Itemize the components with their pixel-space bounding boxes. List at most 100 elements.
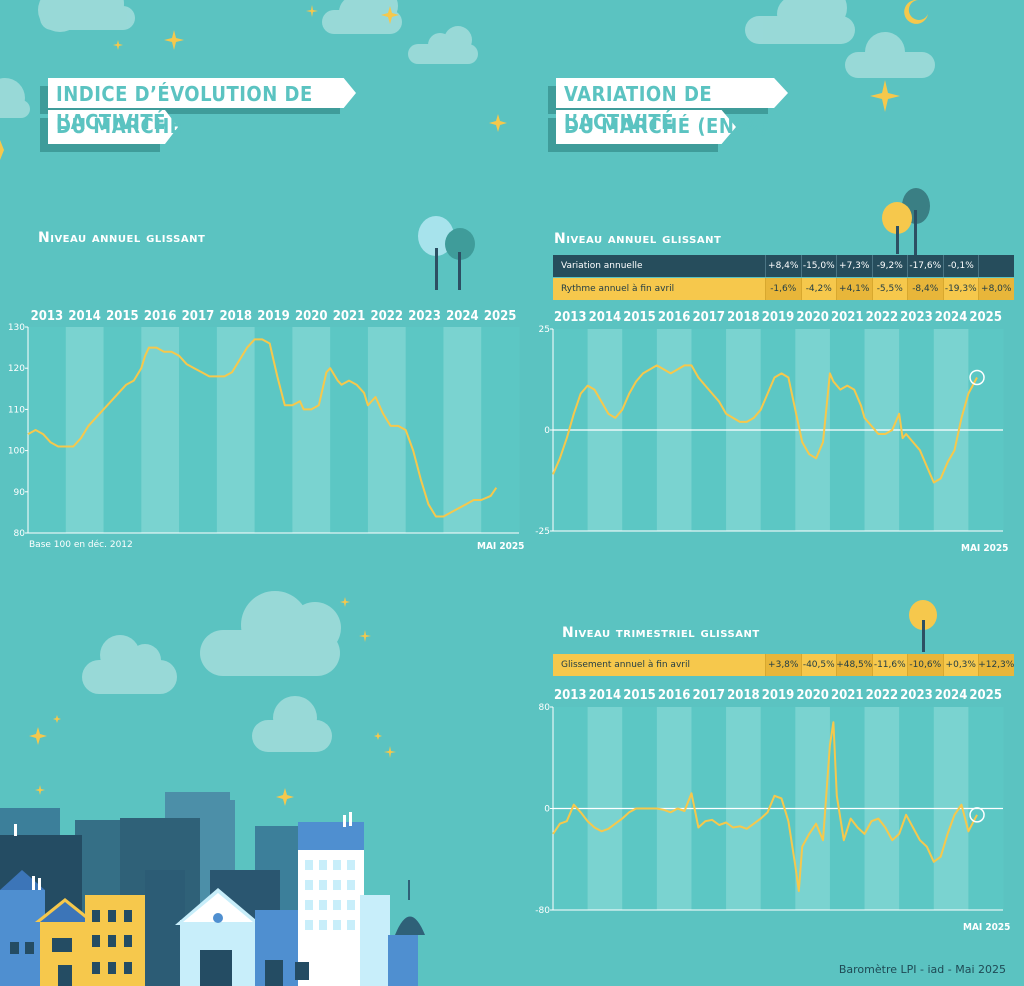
cloud-icon bbox=[845, 32, 935, 78]
trees-decoration bbox=[418, 188, 937, 652]
chart1-subtitle: Niveau annuel glissant bbox=[38, 230, 206, 246]
year-band bbox=[216, 327, 256, 533]
table-cell: -40,5% bbox=[800, 654, 836, 676]
star-icon bbox=[276, 788, 294, 806]
tree-icon bbox=[445, 228, 475, 290]
star-icon bbox=[306, 5, 318, 17]
year-label: 2020 bbox=[796, 310, 829, 325]
y-tick-label: 25 bbox=[539, 325, 550, 335]
cloud-icon bbox=[38, 0, 135, 32]
year-label: 2021 bbox=[831, 688, 864, 703]
tree-icon bbox=[882, 202, 912, 254]
year-label: 2014 bbox=[589, 310, 622, 325]
year-label: 2015 bbox=[623, 688, 656, 703]
year-label: 2017 bbox=[182, 309, 215, 324]
y-tick-label: -25 bbox=[535, 527, 550, 537]
table-cell: +8,4% bbox=[765, 255, 801, 277]
tree-icon bbox=[418, 216, 454, 290]
y-tick-label: 120 bbox=[8, 364, 25, 374]
table-cell: +12,3% bbox=[978, 654, 1014, 676]
table-cell: +48,5% bbox=[836, 654, 872, 676]
year-label: 2019 bbox=[257, 309, 290, 324]
year-label: 2022 bbox=[866, 688, 899, 703]
table-cell: -15,0% bbox=[800, 255, 836, 277]
chart-1: 2013 2014 2015 2016 2017 2018 2019 2020 2021 2022… bbox=[8, 309, 520, 539]
cloud-icon bbox=[745, 0, 855, 44]
year-label: 2023 bbox=[900, 688, 933, 703]
y-tick-label: 0 bbox=[544, 805, 550, 815]
table-cell: -1,6% bbox=[765, 278, 801, 300]
year-label: 2024 bbox=[935, 310, 968, 325]
right-title-line1: VARIATION DE L’ACTIVITÉ bbox=[564, 82, 713, 134]
cloud-icon bbox=[322, 0, 402, 34]
star-icon bbox=[374, 732, 382, 740]
y-tick-label: -80 bbox=[535, 906, 550, 916]
y-tick-label: 0 bbox=[544, 426, 550, 436]
annual-rhythm-row: Rythme annuel à fin avril -1,6% -4,2% +4,1… bbox=[553, 278, 1014, 300]
year-label: 2021 bbox=[333, 309, 366, 324]
star-icon bbox=[340, 597, 350, 607]
table-cell: +3,8% bbox=[765, 654, 801, 676]
year-label: 2022 bbox=[866, 310, 899, 325]
year-label: 2024 bbox=[935, 688, 968, 703]
year-label: 2018 bbox=[727, 310, 760, 325]
year-label: 2021 bbox=[831, 310, 864, 325]
year-label: 2020 bbox=[295, 309, 328, 324]
year-label: 2017 bbox=[692, 688, 725, 703]
y-tick-label: 110 bbox=[8, 405, 25, 415]
table-cell: +4,1% bbox=[836, 278, 872, 300]
year-band bbox=[367, 327, 407, 533]
year-label: 2013 bbox=[31, 309, 64, 324]
right-title-banner: VARIATION DE L’ACTIVITÉ DU MARCHÉ (EN %) bbox=[548, 78, 808, 156]
quarterly-shift-label: Glissement annuel à fin avril bbox=[553, 654, 765, 676]
table-cell: -4,2% bbox=[800, 278, 836, 300]
table-cell: -5,5% bbox=[871, 278, 907, 300]
year-label: 2019 bbox=[762, 688, 795, 703]
table-cell: -10,6% bbox=[907, 654, 943, 676]
left-title-line1: INDICE D’ÉVOLUTION DE L’ACTIVITÉ bbox=[56, 82, 313, 134]
star-icon bbox=[113, 40, 123, 50]
chart2-subtitle: Niveau annuel glissant bbox=[554, 231, 722, 247]
table-cell: +7,3% bbox=[836, 255, 872, 277]
table-cell: -0,1% bbox=[942, 255, 978, 277]
year-label: 2019 bbox=[762, 310, 795, 325]
cloud-icon bbox=[0, 78, 30, 118]
cloud-icon bbox=[408, 26, 478, 64]
year-label: 2015 bbox=[623, 310, 656, 325]
star-icon bbox=[359, 630, 371, 642]
cloud-icon bbox=[252, 696, 332, 752]
year-label: 2017 bbox=[692, 310, 725, 325]
year-label: 2016 bbox=[658, 688, 691, 703]
base-note: Base 100 en déc. 2012 bbox=[29, 540, 133, 550]
star-icon bbox=[29, 727, 47, 745]
data-line bbox=[552, 364, 978, 484]
year-band bbox=[330, 327, 369, 533]
table-cell bbox=[978, 255, 1014, 277]
y-tick-label: 90 bbox=[14, 488, 26, 498]
year-label: 2025 bbox=[969, 688, 1002, 703]
star-icon bbox=[0, 140, 4, 160]
year-band bbox=[292, 327, 331, 533]
year-band bbox=[179, 327, 218, 533]
star-icon bbox=[164, 30, 184, 50]
year-label: 2023 bbox=[408, 309, 441, 324]
year-label: 2025 bbox=[969, 310, 1002, 325]
annual-rhythm-label: Rythme annuel à fin avril bbox=[553, 278, 765, 300]
year-label: 2023 bbox=[900, 310, 933, 325]
year-band bbox=[141, 327, 180, 533]
table-cell: -11,6% bbox=[871, 654, 907, 676]
year-label: 2016 bbox=[144, 309, 177, 324]
year-label: 2018 bbox=[727, 688, 760, 703]
chart2-date: MAI 2025 bbox=[961, 543, 1009, 554]
table-cell: +8,0% bbox=[978, 278, 1014, 300]
table-cell: +0,3% bbox=[942, 654, 978, 676]
year-label: 2016 bbox=[658, 310, 691, 325]
chart3-date: MAI 2025 bbox=[963, 922, 1011, 933]
year-label: 2013 bbox=[554, 310, 587, 325]
table-cell: -8,4% bbox=[907, 278, 943, 300]
annual-variation-row: Variation annuelle +8,4% -15,0% +7,3% -9,2%… bbox=[553, 255, 1014, 277]
y-tick-label: 80 bbox=[539, 703, 551, 713]
year-band bbox=[481, 327, 520, 533]
data-line bbox=[27, 338, 498, 518]
